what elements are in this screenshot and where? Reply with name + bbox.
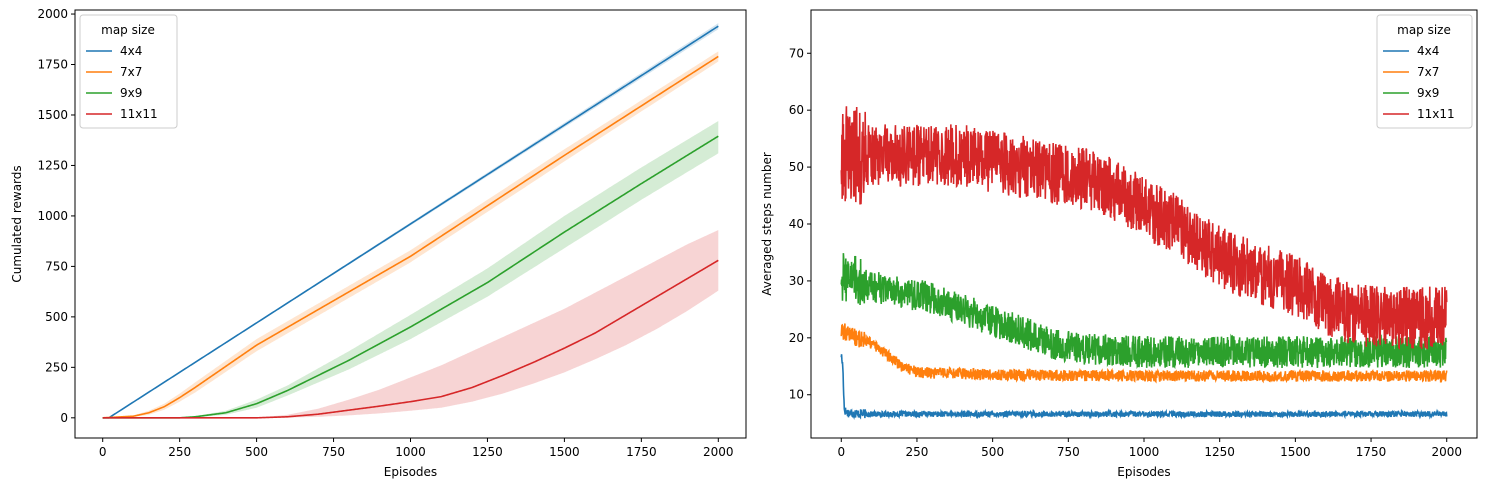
x-tick-label: 1750 xyxy=(1356,445,1387,459)
cumulated-rewards-chart: 0 250 500 750 1000 1250 1500 1750 2000 0 250 500 75… xyxy=(10,7,747,479)
x-tick-label: 500 xyxy=(245,445,268,459)
left-legend: map size 4x4 7x7 9x9 11x11 xyxy=(79,14,178,129)
legend-label-11x11: 11x11 xyxy=(1417,107,1455,121)
left-x-axis-label: Episodes xyxy=(384,465,437,479)
series-line-7x7 xyxy=(102,55,719,419)
y-tick-label: 250 xyxy=(45,360,68,374)
y-tick-label: 1000 xyxy=(37,209,68,223)
left-series-lines xyxy=(102,25,719,419)
legend-label-4x4: 4x4 xyxy=(120,44,142,58)
y-tick-label: 60 xyxy=(789,103,804,117)
y-tick-label: 1250 xyxy=(37,158,68,172)
right-y-axis-label: Averaged steps number xyxy=(760,152,774,296)
legend-label-9x9: 9x9 xyxy=(120,86,142,100)
y-tick-label: 70 xyxy=(789,46,804,60)
y-tick-label: 500 xyxy=(45,310,68,324)
y-tick-label: 2000 xyxy=(37,7,68,21)
y-tick-label: 1750 xyxy=(37,58,68,72)
series-line-11x11 xyxy=(840,106,1448,351)
series-line-9x9 xyxy=(102,135,719,419)
y-tick-label: 0 xyxy=(60,411,68,425)
legend-label-7x7: 7x7 xyxy=(1417,65,1439,79)
y-tick-label: 40 xyxy=(789,217,804,231)
legend-label-9x9: 9x9 xyxy=(1417,86,1439,100)
series-line-11x11 xyxy=(102,259,719,419)
y-tick-label: 20 xyxy=(789,331,804,345)
x-tick-label: 250 xyxy=(906,445,929,459)
x-tick-label: 1000 xyxy=(1129,445,1160,459)
x-tick-label: 1250 xyxy=(1204,445,1235,459)
y-tick-label: 10 xyxy=(789,388,804,402)
legend-label-11x11: 11x11 xyxy=(120,107,158,121)
legend-label-7x7: 7x7 xyxy=(120,65,142,79)
left-legend-box xyxy=(79,14,178,129)
y-tick-label: 1500 xyxy=(37,108,68,122)
x-tick-label: 1000 xyxy=(395,445,426,459)
x-tick-label: 2000 xyxy=(703,445,734,459)
x-tick-label: 2000 xyxy=(1431,445,1462,459)
left-x-ticks: 0 250 500 750 1000 1250 1500 1750 2000 xyxy=(99,438,734,459)
x-tick-label: 750 xyxy=(322,445,345,459)
left-legend-title: map size xyxy=(101,23,155,37)
x-tick-label: 0 xyxy=(99,445,107,459)
right-y-ticks: 10 20 30 40 50 60 70 xyxy=(789,46,811,402)
x-tick-label: 250 xyxy=(168,445,191,459)
series-line-4x4 xyxy=(102,25,719,419)
right-series-lines xyxy=(840,106,1448,421)
y-tick-label: 50 xyxy=(789,160,804,174)
series-line-9x9 xyxy=(840,253,1448,370)
right-legend-title: map size xyxy=(1397,23,1451,37)
right-x-axis-label: Episodes xyxy=(1117,465,1170,479)
right-legend-box xyxy=(1376,14,1473,129)
averaged-steps-chart: 0 250 500 750 1000 1250 1500 1750 2000 10 20 30 40 5… xyxy=(760,9,1478,479)
y-tick-label: 30 xyxy=(789,274,804,288)
right-legend: map size 4x4 7x7 9x9 11x11 xyxy=(1376,14,1473,129)
series-line-7x7 xyxy=(840,323,1448,384)
confidence-band-11x11 xyxy=(102,230,719,418)
x-tick-label: 1750 xyxy=(626,445,657,459)
x-tick-label: 0 xyxy=(837,445,845,459)
y-tick-label: 750 xyxy=(45,259,68,273)
legend-label-4x4: 4x4 xyxy=(1417,44,1439,58)
right-x-ticks: 0 250 500 750 1000 1250 1500 1750 2000 xyxy=(837,438,1462,459)
left-confidence-bands xyxy=(102,23,719,418)
x-tick-label: 500 xyxy=(981,445,1004,459)
left-y-ticks: 0 250 500 750 1000 1250 1500 1750 2000 xyxy=(37,7,75,425)
x-tick-label: 1500 xyxy=(549,445,580,459)
left-y-axis-label: Cumulated rewards xyxy=(10,165,24,282)
x-tick-label: 1250 xyxy=(472,445,503,459)
x-tick-label: 750 xyxy=(1057,445,1080,459)
series-line-4x4 xyxy=(840,354,1448,421)
x-tick-label: 1500 xyxy=(1280,445,1311,459)
